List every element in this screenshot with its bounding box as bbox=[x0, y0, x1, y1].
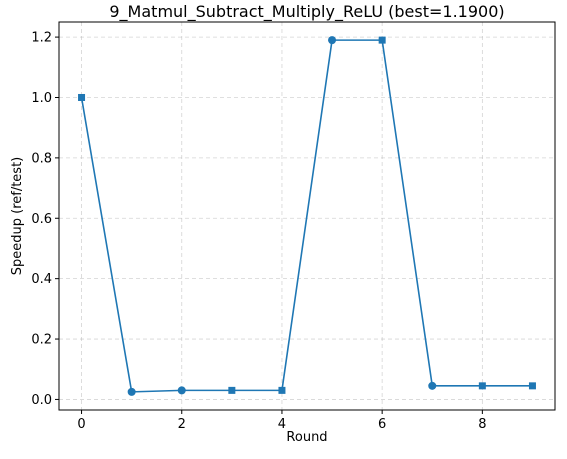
y-tick-label: 1.2 bbox=[31, 31, 52, 46]
data-point-circle bbox=[177, 386, 186, 395]
x-tick-label: 2 bbox=[178, 417, 186, 432]
y-tick-label: 0.4 bbox=[31, 272, 52, 287]
x-tick-label: 0 bbox=[77, 417, 85, 432]
data-point-square bbox=[278, 386, 286, 394]
y-axis-label: Speedup (ref/test) bbox=[10, 157, 25, 276]
data-point-square bbox=[78, 93, 86, 101]
x-tick-label: 6 bbox=[378, 417, 386, 432]
x-tick-label: 4 bbox=[278, 417, 286, 432]
data-point-square bbox=[478, 382, 486, 390]
y-tick-label: 0.6 bbox=[31, 212, 52, 227]
data-point-circle bbox=[428, 381, 437, 390]
data-point-square bbox=[528, 382, 536, 390]
data-point-circle bbox=[127, 387, 136, 396]
data-point-square bbox=[378, 36, 386, 44]
series-layer bbox=[78, 36, 536, 396]
y-tick-label: 1.0 bbox=[31, 91, 52, 106]
series-line bbox=[80, 39, 533, 393]
data-point-circle bbox=[328, 36, 337, 45]
data-point-square bbox=[228, 386, 236, 394]
plot-frame bbox=[58, 21, 556, 411]
y-tick-label: 0.2 bbox=[31, 333, 52, 348]
axis-ticks: 0 2 4 6 8 0.0 0.2 0.4 0.6 0.8 1.0 1.2 bbox=[31, 31, 486, 432]
y-tick-label: 0.0 bbox=[31, 393, 52, 408]
chart-title: 9_Matmul_Subtract_Multiply_ReLU (best=1.… bbox=[109, 2, 504, 22]
y-tick-label: 0.8 bbox=[31, 151, 52, 166]
x-tick-label: 8 bbox=[478, 417, 486, 432]
x-axis-label: Round bbox=[286, 430, 327, 445]
